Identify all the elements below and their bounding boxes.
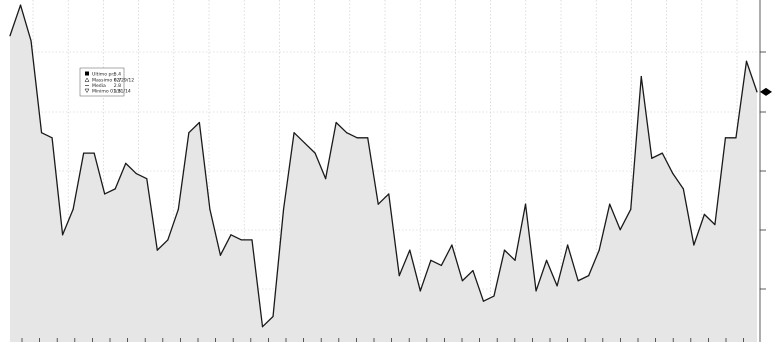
legend-value: 1.6	[114, 89, 121, 95]
legend-down-triangle-icon	[84, 88, 90, 94]
legend-label: Massimo 02/29/12	[92, 78, 134, 84]
series-area	[10, 5, 757, 342]
bottom-axis-ticks	[21, 338, 744, 342]
legend-label: Media	[92, 83, 106, 89]
legend-label: Ultimo prz	[92, 72, 116, 78]
legend-up-triangle-icon	[84, 77, 90, 82]
legend-entry-mean: Media 2.8	[85, 83, 121, 89]
last-value-marker	[760, 87, 772, 96]
legend-value: 5.4	[114, 72, 121, 78]
legend-label: Minimo 01/31/14	[92, 89, 131, 95]
legend-entry-min: Minimo 01/31/14 1.6	[84, 88, 131, 95]
legend: Ultimo prz 5.4 Massimo 02/29/12 6.7 Medi…	[79, 67, 134, 97]
legend-entry-last: Ultimo prz 5.4	[85, 71, 121, 78]
legend-entry-max: Massimo 02/29/12 6.7	[84, 77, 134, 84]
legend-value: 2.8	[114, 83, 121, 89]
series-line	[9, 4, 758, 328]
legend-value: 6.7	[114, 78, 121, 84]
legend-square-icon	[85, 71, 89, 76]
right-axis-ticks	[760, 51, 766, 290]
